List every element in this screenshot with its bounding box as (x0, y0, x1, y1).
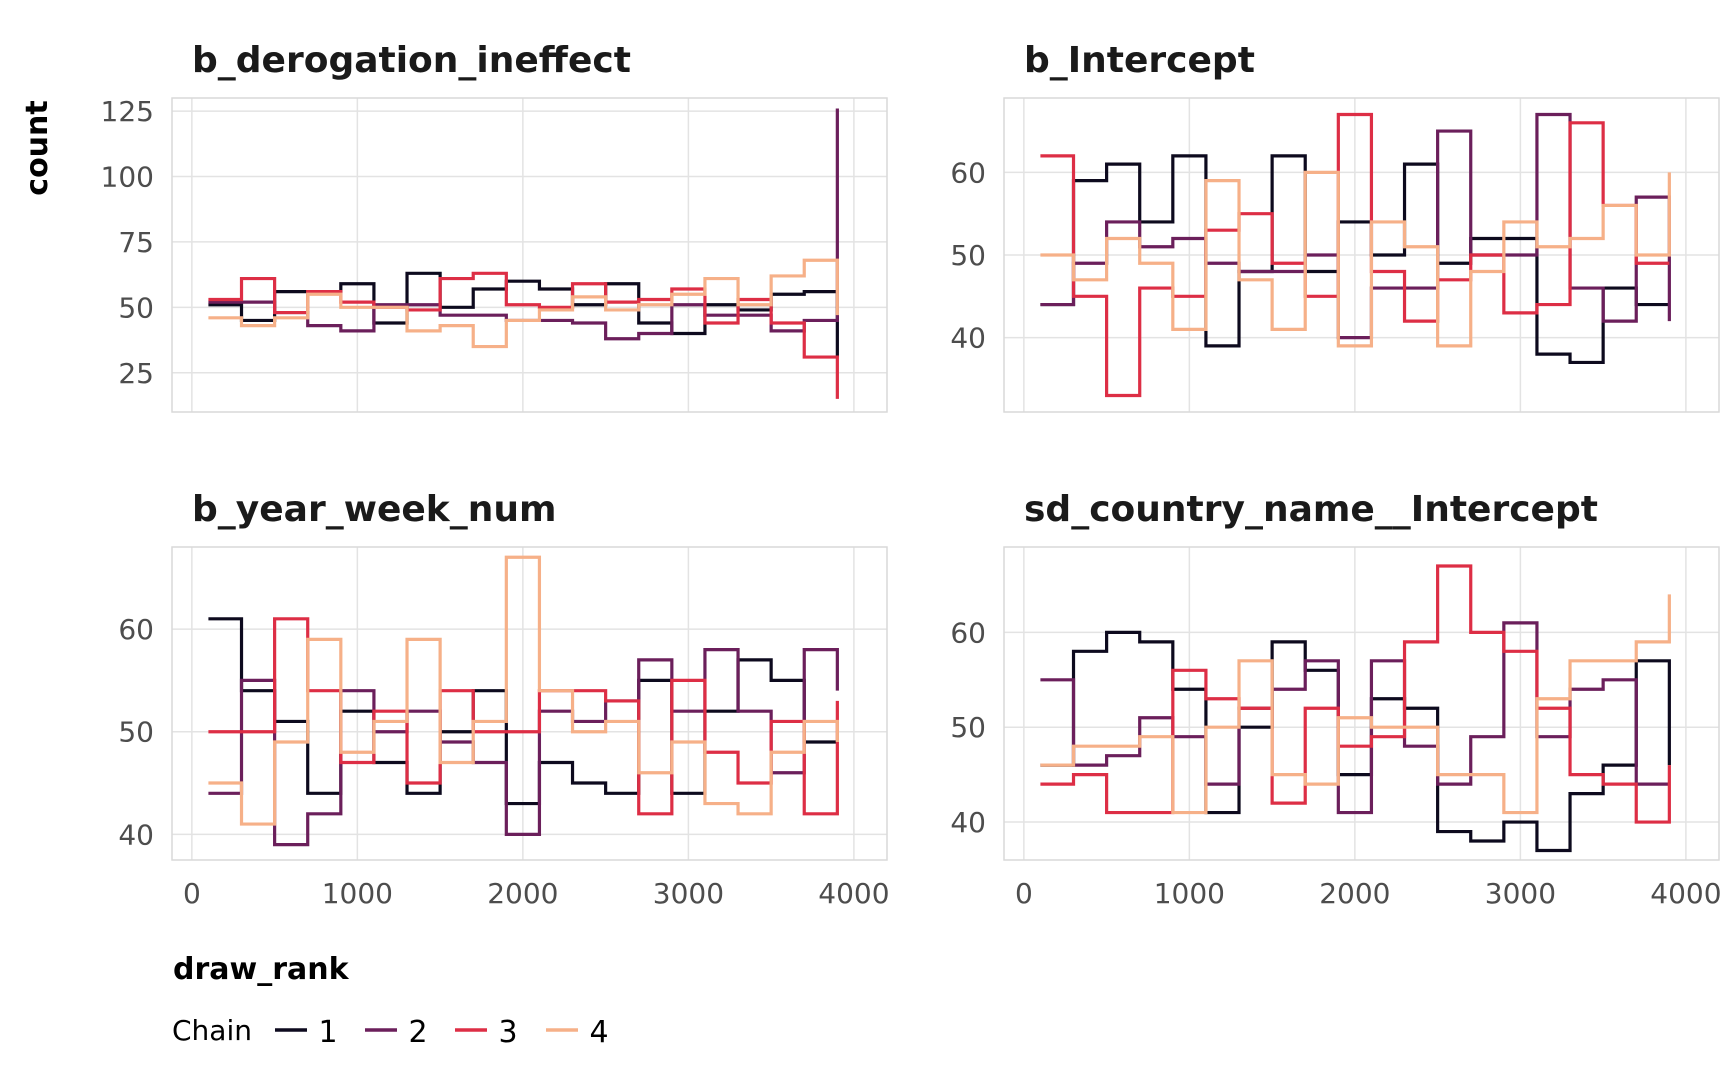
panel-border (1003, 97, 1720, 413)
y-tick-label: 50 (950, 239, 986, 272)
x-tick-label: 0 (1015, 877, 1033, 910)
x-tick-label: 1000 (322, 877, 393, 910)
chain-legend: Chain 1 2 3 4 (172, 1014, 609, 1050)
y-tick-label: 60 (118, 613, 154, 646)
series-chain-3 (208, 271, 839, 399)
legend-label-2: 2 (408, 1015, 427, 1050)
y-tick-label: 50 (118, 716, 154, 749)
y-tick-label: 50 (118, 291, 154, 324)
panel-border (171, 546, 888, 861)
facet-panels: b_derogation_ineffect 25 50 75 100 125 b_Inter… (101, 40, 1722, 910)
x-axis-title: draw_rank (173, 952, 350, 987)
series-chain-4 (208, 555, 839, 826)
series-chain-1 (208, 617, 838, 806)
y-tick-label: 50 (950, 711, 986, 744)
x-tick-label: 0 (183, 877, 201, 910)
panel-title: b_Intercept (1024, 40, 1255, 81)
y-tick-label: 100 (101, 161, 154, 194)
x-tick-label: 4000 (818, 877, 889, 910)
x-tick-label: 2000 (1319, 877, 1390, 910)
y-tick-label: 125 (101, 95, 154, 128)
x-tick-label: 3000 (653, 877, 724, 910)
panel-title: b_year_week_num (192, 489, 557, 530)
series-chain-4 (208, 258, 839, 349)
x-tick-label: 4000 (1650, 877, 1721, 910)
legend-label-3: 3 (498, 1015, 517, 1050)
panel-border (171, 97, 888, 413)
x-tick-label: 1000 (1154, 877, 1225, 910)
panel-4: sd_country_name__Intercept 40 50 60 0 1000 200… (950, 489, 1721, 910)
series-chain-3 (208, 617, 839, 816)
panel-title: sd_country_name__Intercept (1024, 489, 1598, 530)
series-chain-4 (1040, 594, 1671, 815)
y-tick-label: 60 (950, 616, 986, 649)
series-chain-2 (208, 648, 839, 847)
y-tick-label: 40 (950, 322, 986, 355)
y-axis-title: count (20, 100, 55, 195)
panel-3: b_year_week_num 40 50 60 0 1000 2000 3000 4000 (118, 489, 889, 910)
legend-label-1: 1 (318, 1015, 337, 1050)
series-chain-2 (208, 108, 839, 341)
panel-border (1003, 546, 1720, 861)
series-chain-4 (1040, 170, 1671, 348)
series-chain-2 (1040, 621, 1670, 815)
y-tick-label: 75 (118, 226, 154, 259)
series-chain-3 (1040, 112, 1670, 398)
panel-2: b_Intercept 40 50 60 (950, 40, 1720, 413)
x-tick-label: 3000 (1485, 877, 1556, 910)
y-tick-label: 40 (118, 818, 154, 851)
legend-title: Chain (172, 1014, 252, 1047)
panel-1: b_derogation_ineffect 25 50 75 100 125 (101, 40, 888, 413)
panel-title: b_derogation_ineffect (192, 40, 631, 81)
y-tick-label: 40 (950, 806, 986, 839)
y-tick-label: 25 (118, 357, 154, 390)
legend-label-4: 4 (589, 1015, 608, 1050)
y-tick-label: 60 (950, 156, 986, 189)
x-tick-label: 2000 (487, 877, 558, 910)
